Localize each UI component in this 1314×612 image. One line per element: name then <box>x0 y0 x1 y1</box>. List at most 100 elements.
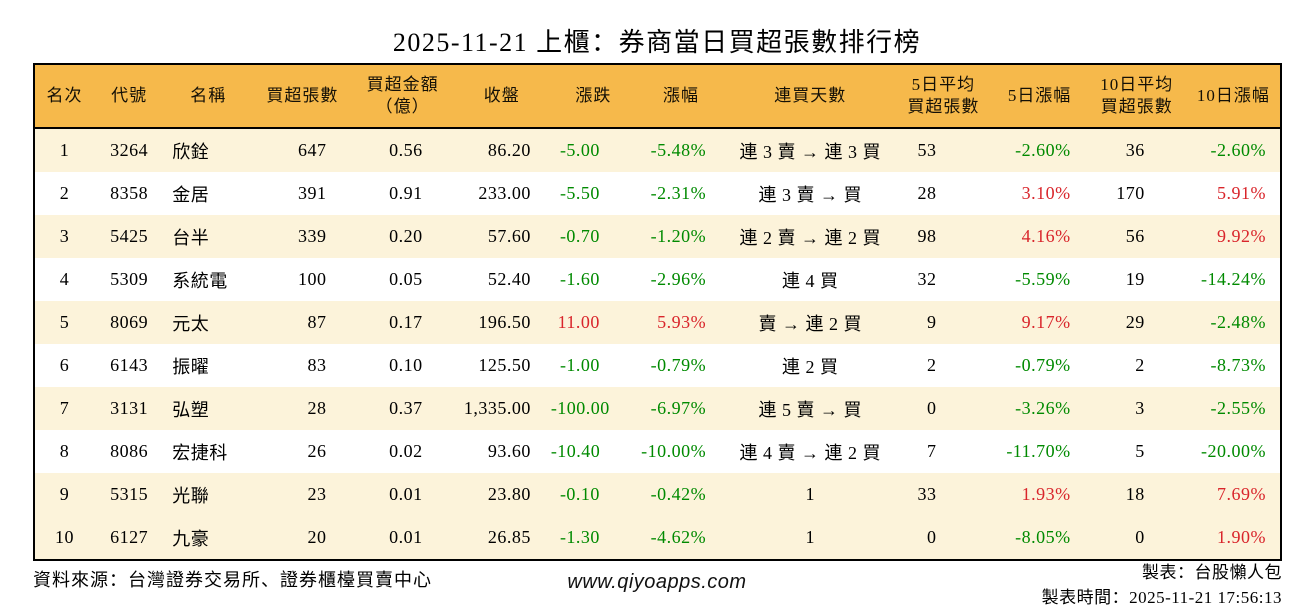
cell-change: -5.50 <box>559 183 600 203</box>
cell-change-pct: 5.93% <box>657 312 707 332</box>
cell-net-buy-shares: 26 <box>307 441 327 461</box>
cell-net-buy-amount: 0.01 <box>389 527 423 547</box>
cell-name: 九豪 <box>172 528 210 549</box>
cell-pct10: -20.00% <box>1201 441 1266 461</box>
cell-avg10-net-buy: 170 <box>1116 183 1145 203</box>
cell-name: 元太 <box>172 313 210 334</box>
maker-label: 製表：台股懶人包 <box>1142 563 1282 582</box>
cell-pct5: -3.26% <box>1015 398 1071 418</box>
cell-change: -1.00 <box>559 355 600 375</box>
col-header-rank: 名次 <box>34 64 95 129</box>
cell-rank: 4 <box>59 269 70 289</box>
table-body: 1 3264 欣銓 647 0.56 86.20 -5.00 -5.48% 連 3 賣 → 連 … <box>34 128 1281 560</box>
col-header-change-pct: 漲幅 <box>635 64 727 129</box>
cell-name: 台半 <box>172 227 210 248</box>
cell-net-buy-shares: 100 <box>298 269 327 289</box>
cell-code: 6143 <box>110 355 149 375</box>
cell-close: 93.60 <box>487 441 531 461</box>
cell-close: 26.85 <box>487 527 531 547</box>
website-url: www.qiyoapps.com <box>567 571 747 593</box>
cell-streak: 連 5 賣 → 買 <box>758 399 862 420</box>
col-header-net-buy-amount: 買超金額 （億） <box>352 64 453 129</box>
cell-streak: 連 4 買 <box>781 270 839 291</box>
cell-net-buy-shares: 20 <box>307 527 327 547</box>
cell-net-buy-shares: 647 <box>298 140 327 160</box>
cell-avg10-net-buy: 2 <box>1135 355 1145 375</box>
cell-change-pct: -2.31% <box>650 183 707 203</box>
cell-code: 6127 <box>110 527 149 547</box>
cell-pct5: -0.79% <box>1015 355 1071 375</box>
col-header-avg10-net-buy: 10日平均 買超張數 <box>1086 64 1187 129</box>
cell-avg10-net-buy: 0 <box>1135 527 1145 547</box>
cell-pct10: 7.69% <box>1217 484 1266 504</box>
cell-avg10-net-buy: 19 <box>1125 269 1145 289</box>
cell-avg5-net-buy: 28 <box>917 183 937 203</box>
cell-streak: 連 3 賣 → 連 3 買 <box>739 141 881 162</box>
table-header: 名次 代號 名稱 買超張數 買超金額 （億） 收盤 漲跌 漲幅 連買天數 5日平均 買超張數 5日漲… <box>34 64 1281 129</box>
cell-pct5: 9.17% <box>1021 312 1071 332</box>
cell-close: 125.50 <box>478 355 531 375</box>
cell-streak: 1 <box>805 527 815 547</box>
cell-avg5-net-buy: 0 <box>927 398 937 418</box>
cell-code: 8069 <box>110 312 149 332</box>
cell-change-pct: -0.42% <box>650 484 707 504</box>
cell-change-pct: -10.00% <box>641 441 707 461</box>
table-row: 4 5309 系統電 100 0.05 52.40 -1.60 -2.96% 連 4 買 32 -5… <box>34 258 1281 301</box>
table-row: 9 5315 光聯 23 0.01 23.80 -0.10 -0.42% 1 33 1.93% 18 7… <box>34 473 1281 516</box>
cell-change-pct: -0.79% <box>650 355 707 375</box>
cell-streak: 1 <box>805 484 815 504</box>
cell-close: 23.80 <box>487 484 531 504</box>
cell-code: 5425 <box>110 226 149 246</box>
cell-net-buy-amount: 0.01 <box>389 484 423 504</box>
cell-change-pct: -2.96% <box>650 269 707 289</box>
cell-rank: 1 <box>59 140 70 160</box>
cell-rank: 5 <box>59 312 70 332</box>
cell-pct10: -8.73% <box>1210 355 1266 375</box>
table-row: 2 8358 金居 391 0.91 233.00 -5.50 -2.31% 連 3 賣 → 買… <box>34 172 1281 215</box>
header-row: 名次 代號 名稱 買超張數 買超金額 （億） 收盤 漲跌 漲幅 連買天數 5日平均 買超張數 5日漲… <box>34 64 1281 129</box>
cell-streak: 連 4 賣 → 連 2 買 <box>739 442 881 463</box>
table-row: 10 6127 九豪 20 0.01 26.85 -1.30 -4.62% 1 0 -8.05% 0 1… <box>34 516 1281 560</box>
cell-close: 86.20 <box>487 140 531 160</box>
cell-streak: 連 3 賣 → 買 <box>758 184 862 205</box>
cell-code: 3131 <box>110 398 149 418</box>
cell-close: 1,335.00 <box>463 398 531 418</box>
cell-net-buy-amount: 0.37 <box>389 398 423 418</box>
table-row: 1 3264 欣銓 647 0.56 86.20 -5.00 -5.48% 連 3 賣 → 連 … <box>34 128 1281 172</box>
cell-avg5-net-buy: 53 <box>917 140 937 160</box>
cell-rank: 7 <box>59 398 70 418</box>
cell-change-pct: -1.20% <box>650 226 707 246</box>
cell-code: 8086 <box>110 441 149 461</box>
cell-close: 57.60 <box>487 226 531 246</box>
cell-avg10-net-buy: 56 <box>1125 226 1145 246</box>
cell-code: 5315 <box>110 484 149 504</box>
cell-avg5-net-buy: 2 <box>927 355 937 375</box>
cell-name: 光聯 <box>172 485 210 506</box>
col-header-close: 收盤 <box>452 64 551 129</box>
cell-avg10-net-buy: 18 <box>1125 484 1145 504</box>
cell-pct5: -11.70% <box>1006 441 1071 461</box>
cell-change: -10.40 <box>550 441 601 461</box>
cell-avg10-net-buy: 5 <box>1135 441 1145 461</box>
page-title: 2025-11-21 上櫃：券商當日買超張數排行榜 <box>392 28 922 57</box>
col-header-pct10: 10日漲幅 <box>1186 64 1281 129</box>
col-header-change: 漲跌 <box>550 64 636 129</box>
cell-avg5-net-buy: 9 <box>927 312 937 332</box>
cell-rank: 2 <box>59 183 70 203</box>
cell-pct10: 5.91% <box>1217 183 1266 203</box>
cell-rank: 3 <box>59 226 70 246</box>
cell-pct10: -2.55% <box>1210 398 1266 418</box>
cell-close: 233.00 <box>478 183 531 203</box>
cell-change: -1.60 <box>559 269 600 289</box>
cell-net-buy-shares: 391 <box>298 183 327 203</box>
cell-code: 5309 <box>110 269 149 289</box>
table-row: 7 3131 弘塑 28 0.37 1,335.00 -100.00 -6.97% 連 5 賣 … <box>34 387 1281 430</box>
cell-avg10-net-buy: 36 <box>1125 140 1145 160</box>
col-header-net-buy-shares: 買超張數 <box>252 64 353 129</box>
maker-info: 製表：台股懶人包 製表時間：2025-11-21 17:56:13 <box>1042 560 1282 610</box>
cell-rank: 8 <box>59 441 70 461</box>
cell-name: 金居 <box>172 184 210 205</box>
table-row: 8 8086 宏捷科 26 0.02 93.60 -10.40 -10.00% 連 4 賣 → … <box>34 430 1281 473</box>
cell-net-buy-amount: 0.05 <box>389 269 423 289</box>
cell-streak: 賣 → 連 2 買 <box>758 313 862 334</box>
